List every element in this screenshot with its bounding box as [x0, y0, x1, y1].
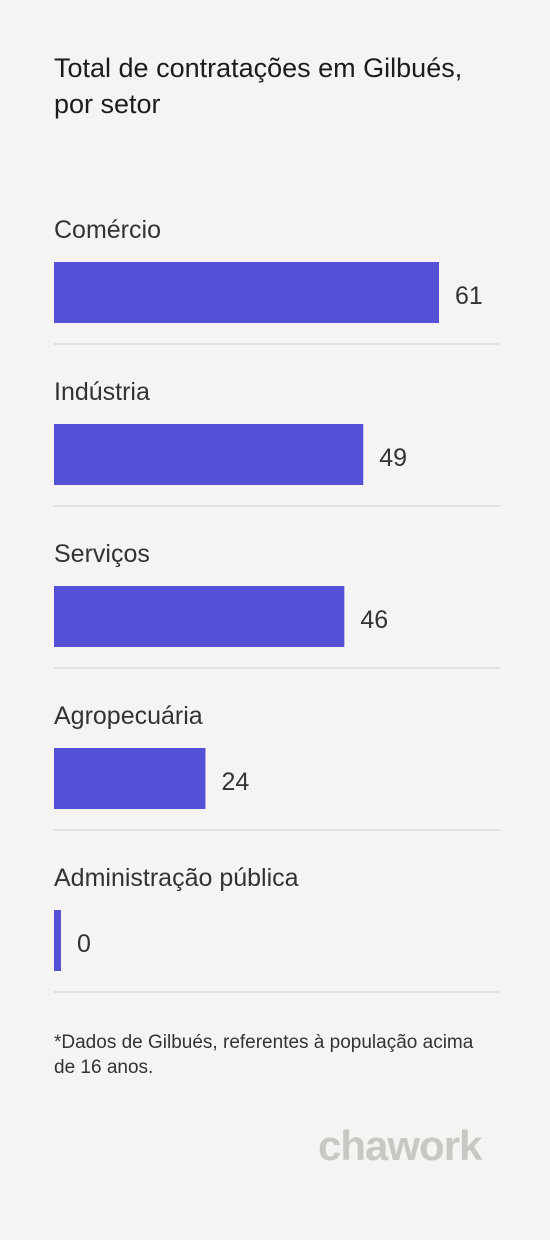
logo-text: chawork — [318, 1124, 483, 1169]
bar-value-label: 46 — [360, 606, 388, 634]
bar-value-label: 61 — [455, 282, 483, 310]
category-label: Comércio — [54, 216, 161, 244]
bar — [54, 424, 364, 485]
bar-chart: Comércio 61 Indústria 49 Serviços 46 Agropecuá… — [54, 216, 500, 993]
bar-value-label: 49 — [379, 444, 407, 472]
category-label: Administração pública — [54, 864, 299, 892]
chart-title: Total de contratações em Gilbués, por se… — [54, 53, 463, 119]
bar — [54, 262, 439, 323]
bar — [54, 748, 206, 809]
category-label: Agropecuária — [54, 702, 203, 730]
bar-value-label: 0 — [77, 930, 91, 958]
bar — [54, 910, 61, 971]
bar — [54, 586, 345, 647]
category-label: Indústria — [54, 378, 150, 406]
bar-value-label: 24 — [221, 768, 249, 796]
category-label: Serviços — [54, 540, 150, 568]
brand-logo: chawork — [318, 1124, 484, 1169]
footnote: *Dados de Gilbués, referentes à populaçã… — [54, 1032, 474, 1078]
